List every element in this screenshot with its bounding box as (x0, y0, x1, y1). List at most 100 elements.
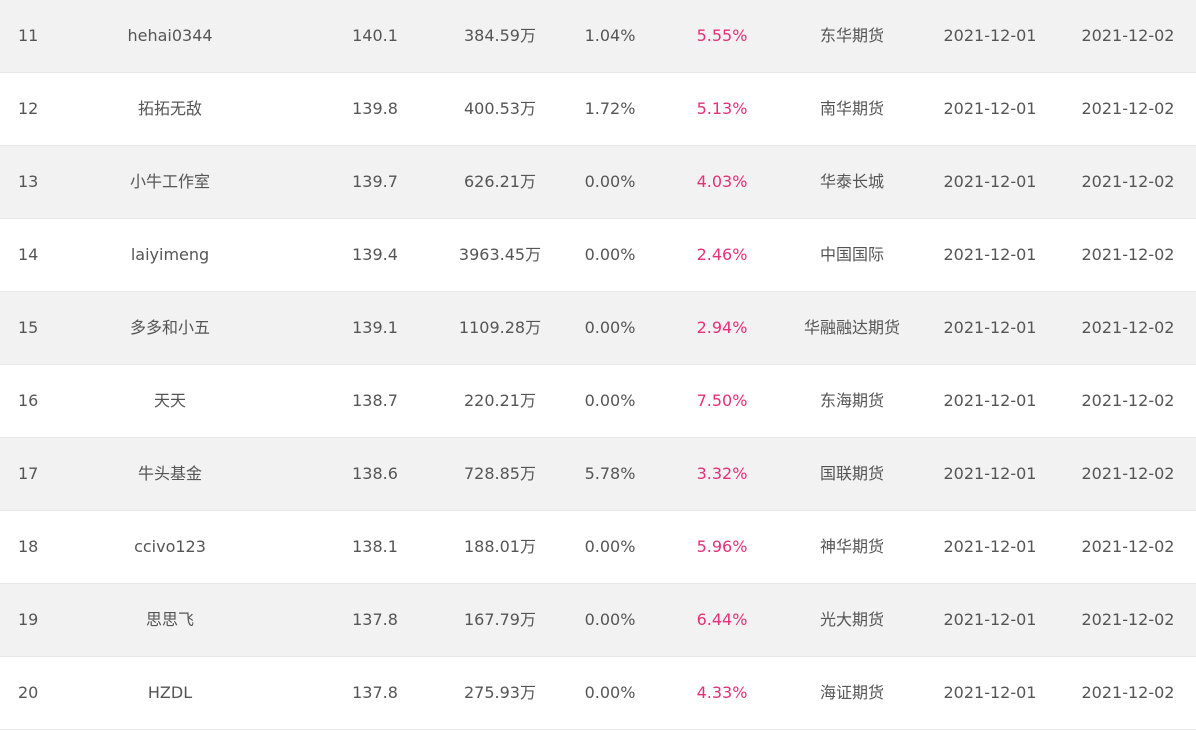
broker-cell: 东海期货 (819, 391, 884, 410)
score-cell: 138.6 (352, 464, 398, 483)
table-row[interactable]: 13 小牛工作室 139.7 626.21万 0.00% 4.03% 华泰长城 … (0, 146, 1196, 219)
end-date-cell: 2021-12-02 (1081, 245, 1175, 264)
equity-cell: 167.79万 (464, 610, 536, 629)
table-row[interactable]: 11 hehai0344 140.1 384.59万 1.04% 5.55% 东… (0, 0, 1196, 73)
start-date-cell: 2021-12-01 (943, 391, 1037, 410)
name-cell[interactable]: 牛头基金 (137, 464, 202, 483)
name-cell[interactable]: 天天 (153, 391, 186, 410)
broker-cell: 神华期货 (819, 537, 884, 556)
drawdown-cell: 1.72% (584, 99, 636, 118)
end-date-cell: 2021-12-02 (1081, 391, 1175, 410)
broker-cell: 东华期货 (819, 26, 884, 45)
equity-cell: 1109.28万 (458, 318, 542, 337)
drawdown-cell: 0.00% (584, 245, 636, 264)
name-cell[interactable]: laiyimeng (130, 245, 210, 264)
return-cell: 6.44% (696, 610, 748, 629)
drawdown-cell: 0.00% (584, 537, 636, 556)
rank-cell: 20 (18, 683, 39, 702)
end-date-cell: 2021-12-02 (1081, 172, 1175, 191)
broker-cell: 南华期货 (819, 99, 884, 118)
broker-cell: 光大期货 (819, 610, 884, 629)
table-row[interactable]: 16 天天 138.7 220.21万 0.00% 7.50% 东海期货 202… (0, 365, 1196, 438)
drawdown-cell: 0.00% (584, 172, 636, 191)
start-date-cell: 2021-12-01 (943, 683, 1037, 702)
equity-cell: 384.59万 (464, 26, 536, 45)
score-cell: 139.7 (352, 172, 398, 191)
end-date-cell: 2021-12-02 (1081, 318, 1175, 337)
name-cell[interactable]: ccivo123 (134, 537, 206, 556)
start-date-cell: 2021-12-01 (943, 99, 1037, 118)
name-cell[interactable]: 小牛工作室 (129, 172, 210, 191)
rank-cell: 16 (18, 391, 39, 410)
score-cell: 138.7 (352, 391, 398, 410)
broker-cell: 华融融达期货 (803, 318, 900, 337)
rank-cell: 13 (18, 172, 39, 191)
return-cell: 4.03% (696, 172, 748, 191)
drawdown-cell: 0.00% (584, 391, 636, 410)
broker-cell: 中国国际 (819, 245, 884, 264)
rank-cell: 18 (18, 537, 39, 556)
equity-cell: 3963.45万 (458, 245, 542, 264)
name-cell[interactable]: 思思飞 (145, 610, 194, 629)
broker-cell: 华泰长城 (819, 172, 884, 191)
equity-cell: 275.93万 (464, 683, 536, 702)
score-cell: 139.1 (352, 318, 398, 337)
end-date-cell: 2021-12-02 (1081, 537, 1175, 556)
table-row[interactable]: 12 拓拓无敌 139.8 400.53万 1.72% 5.13% 南华期货 2… (0, 73, 1196, 146)
rank-cell: 19 (18, 610, 39, 629)
table-row[interactable]: 18 ccivo123 138.1 188.01万 0.00% 5.96% 神华… (0, 511, 1196, 584)
return-cell: 5.13% (696, 99, 748, 118)
name-cell[interactable]: hehai0344 (127, 26, 213, 45)
return-cell: 7.50% (696, 391, 748, 410)
return-cell: 2.46% (696, 245, 748, 264)
broker-cell: 海证期货 (819, 683, 884, 702)
broker-cell: 国联期货 (819, 464, 884, 483)
rank-cell: 12 (18, 99, 39, 118)
score-cell: 138.1 (352, 537, 398, 556)
equity-cell: 400.53万 (464, 99, 536, 118)
name-cell[interactable]: HZDL (147, 683, 193, 702)
start-date-cell: 2021-12-01 (943, 610, 1037, 629)
equity-cell: 188.01万 (464, 537, 536, 556)
table-row[interactable]: 15 多多和小五 139.1 1109.28万 0.00% 2.94% 华融融达… (0, 292, 1196, 365)
return-cell: 5.55% (696, 26, 748, 45)
table-row[interactable]: 19 思思飞 137.8 167.79万 0.00% 6.44% 光大期货 20… (0, 584, 1196, 657)
start-date-cell: 2021-12-01 (943, 172, 1037, 191)
score-cell: 139.8 (352, 99, 398, 118)
start-date-cell: 2021-12-01 (943, 26, 1037, 45)
drawdown-cell: 0.00% (584, 610, 636, 629)
drawdown-cell: 1.04% (584, 26, 636, 45)
end-date-cell: 2021-12-02 (1081, 683, 1175, 702)
rank-cell: 17 (18, 464, 39, 483)
start-date-cell: 2021-12-01 (943, 318, 1037, 337)
return-cell: 4.33% (696, 683, 748, 702)
equity-cell: 220.21万 (464, 391, 536, 410)
return-cell: 2.94% (696, 318, 748, 337)
rank-cell: 15 (18, 318, 39, 337)
start-date-cell: 2021-12-01 (943, 245, 1037, 264)
score-cell: 139.4 (352, 245, 398, 264)
score-cell: 137.8 (352, 683, 398, 702)
table-row[interactable]: 17 牛头基金 138.6 728.85万 5.78% 3.32% 国联期货 2… (0, 438, 1196, 511)
table-row[interactable]: 20 HZDL 137.8 275.93万 0.00% 4.33% 海证期货 2… (0, 657, 1196, 730)
rank-cell: 11 (18, 26, 39, 45)
end-date-cell: 2021-12-02 (1081, 99, 1175, 118)
name-cell[interactable]: 拓拓无敌 (137, 99, 202, 118)
table-row[interactable]: 14 laiyimeng 139.4 3963.45万 0.00% 2.46% … (0, 219, 1196, 292)
end-date-cell: 2021-12-02 (1081, 464, 1175, 483)
end-date-cell: 2021-12-02 (1081, 610, 1175, 629)
rank-cell: 14 (18, 245, 39, 264)
start-date-cell: 2021-12-01 (943, 537, 1037, 556)
start-date-cell: 2021-12-01 (943, 464, 1037, 483)
name-cell[interactable]: 多多和小五 (129, 318, 210, 337)
drawdown-cell: 0.00% (584, 683, 636, 702)
drawdown-cell: 0.00% (584, 318, 636, 337)
return-cell: 5.96% (696, 537, 748, 556)
end-date-cell: 2021-12-02 (1081, 26, 1175, 45)
equity-cell: 626.21万 (464, 172, 536, 191)
equity-cell: 728.85万 (464, 464, 536, 483)
drawdown-cell: 5.78% (584, 464, 636, 483)
score-cell: 140.1 (352, 26, 398, 45)
return-cell: 3.32% (696, 464, 748, 483)
